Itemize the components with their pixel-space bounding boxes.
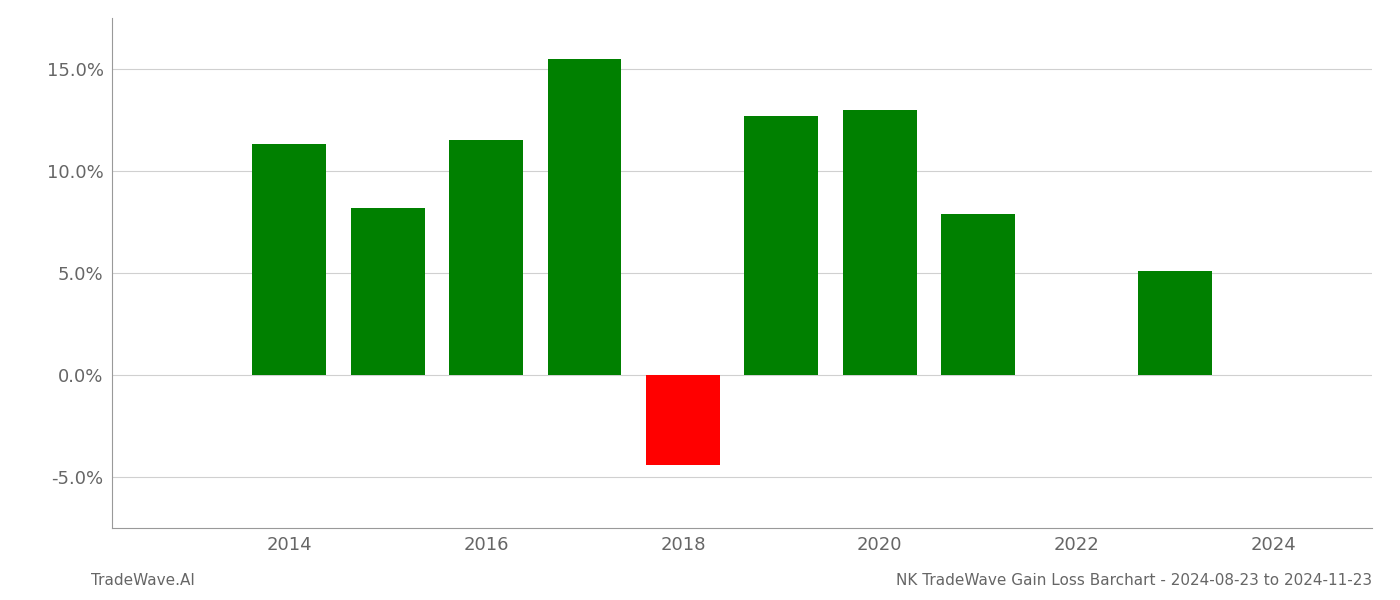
Bar [449, 140, 524, 375]
Bar [645, 375, 720, 465]
Bar [745, 116, 818, 375]
Bar [252, 145, 326, 375]
Bar [941, 214, 1015, 375]
Bar [351, 208, 424, 375]
Text: TradeWave.AI: TradeWave.AI [91, 573, 195, 588]
Bar [843, 110, 917, 375]
Bar [1138, 271, 1212, 375]
Bar [547, 59, 622, 375]
Text: NK TradeWave Gain Loss Barchart - 2024-08-23 to 2024-11-23: NK TradeWave Gain Loss Barchart - 2024-0… [896, 573, 1372, 588]
